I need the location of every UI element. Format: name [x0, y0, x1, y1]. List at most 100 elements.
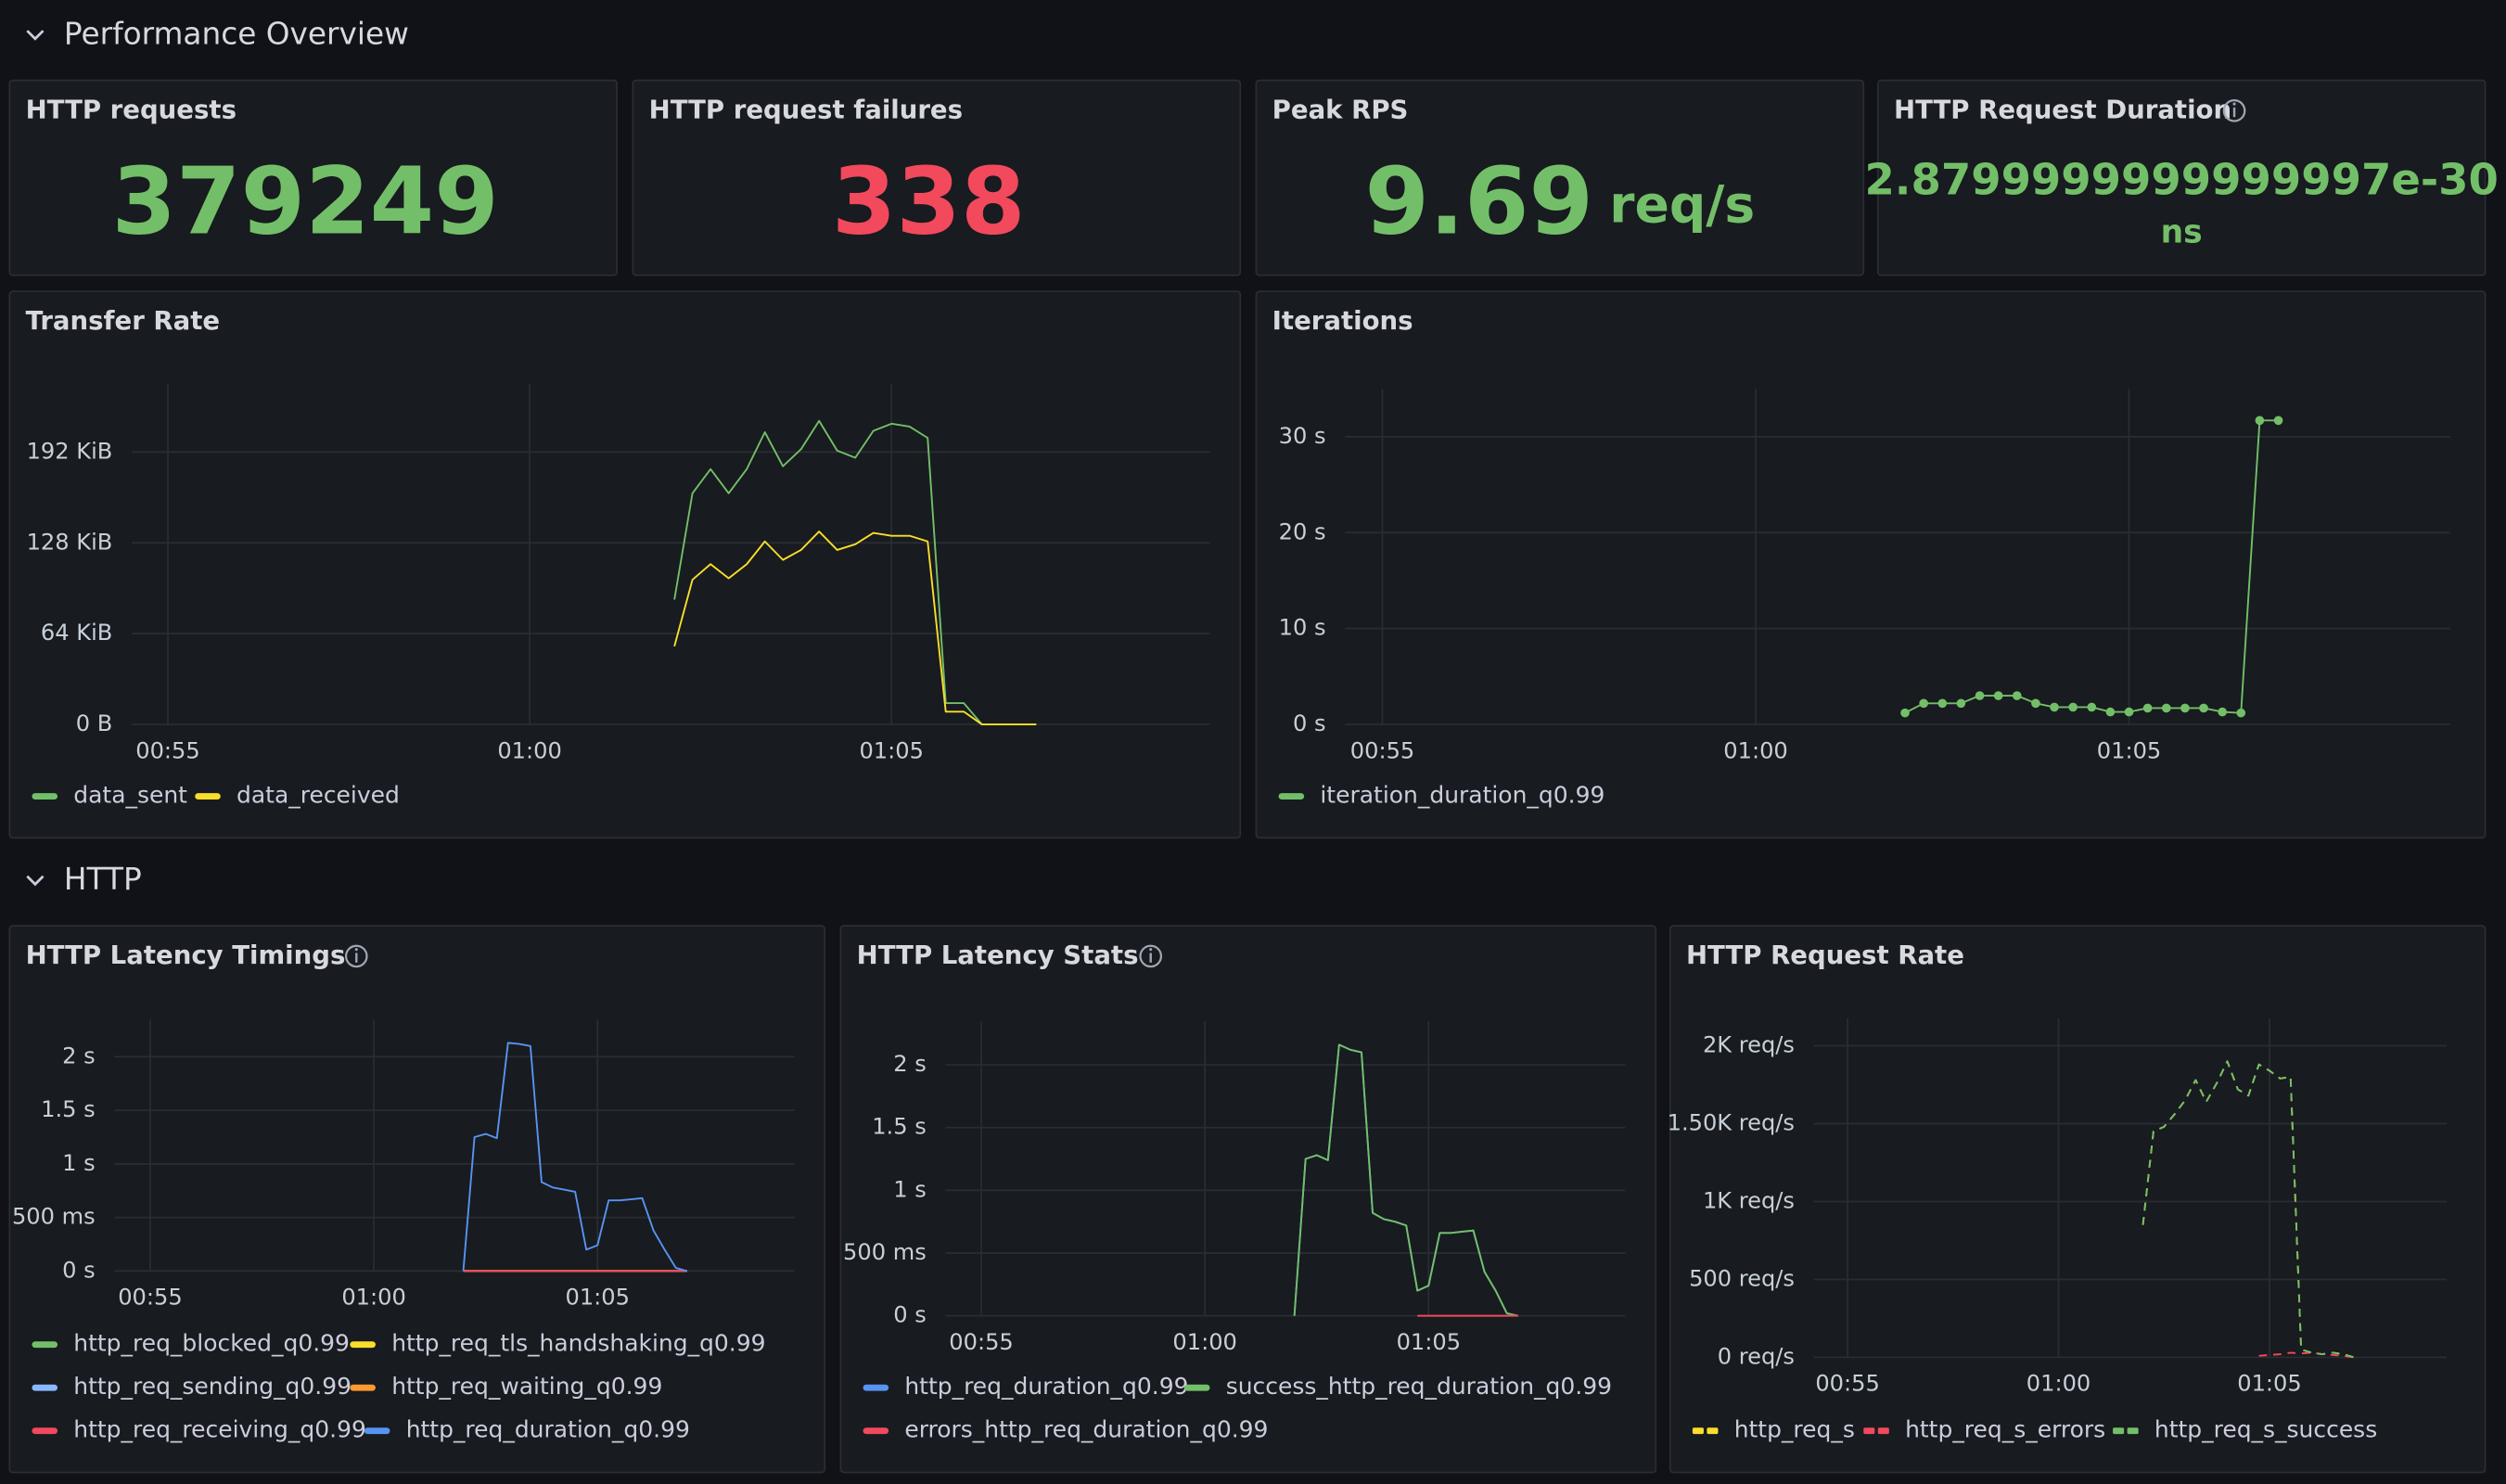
data-point	[2124, 707, 2134, 717]
data-point	[2105, 707, 2116, 717]
series-line	[2142, 1060, 2355, 1359]
data-point	[2273, 416, 2283, 426]
x-tick-label: 01:05	[2237, 1371, 2301, 1397]
stat-panel	[8, 79, 619, 276]
panel-title: Iterations	[1272, 305, 1413, 336]
legend-swatch	[863, 1384, 889, 1391]
x-tick-label: 01:00	[1172, 1329, 1236, 1355]
x-tick-label: 01:05	[859, 737, 923, 763]
x-tick-label: 01:00	[497, 737, 561, 763]
data-point	[2255, 416, 2265, 426]
legend-swatch	[350, 1384, 376, 1391]
legend-label[interactable]: http_req_duration_q0.99	[406, 1416, 690, 1443]
info-icon[interactable]	[344, 944, 368, 968]
panel-title: HTTP Latency Timings	[26, 940, 346, 970]
legend-label[interactable]: http_req_tls_handshaking_q0.99	[391, 1330, 765, 1357]
y-tick-label: 0 s	[893, 1302, 927, 1328]
panel-title: Transfer Rate	[26, 305, 221, 336]
data-point	[1937, 698, 1948, 709]
x-tick-label: 00:55	[1350, 737, 1414, 763]
legend-swatch	[364, 1427, 390, 1435]
chart-panel	[1255, 290, 2487, 839]
legend-label[interactable]: http_req_s_errors	[1905, 1416, 2105, 1443]
x-tick-label: 00:55	[949, 1329, 1013, 1355]
panel-title: HTTP Request Rate	[1686, 940, 1964, 970]
y-tick-label: 2K req/s	[1703, 1032, 1795, 1058]
x-tick-label: 00:55	[118, 1285, 182, 1311]
y-tick-label: 0 B	[76, 710, 113, 736]
stat-panel	[632, 79, 1242, 276]
panel-title: HTTP Request Duration	[1894, 94, 2231, 124]
data-point	[1919, 698, 1928, 709]
legend-swatch	[2127, 1427, 2139, 1435]
section-title[interactable]: HTTP	[64, 862, 142, 897]
legend-label[interactable]: errors_http_req_duration_q0.99	[904, 1416, 1268, 1443]
stat-value-text: 9.69 req/s	[1364, 147, 1755, 256]
stat-value-text: 338	[832, 147, 1026, 256]
legend-swatch	[1278, 793, 1305, 800]
legend-label[interactable]: data_sent	[73, 782, 187, 809]
panels: HTTP requests 379249 HTTP request failures…	[8, 79, 2499, 1474]
y-tick-label: 1.5 s	[872, 1114, 927, 1140]
y-tick-label: 64 KiB	[41, 620, 112, 646]
data-point	[2031, 698, 2040, 709]
x-tick-label: 01:00	[1723, 737, 1787, 763]
y-tick-label: 1 s	[62, 1150, 96, 1176]
y-tick-label: 500 ms	[12, 1204, 96, 1230]
y-tick-label: 20 s	[1279, 518, 1326, 544]
stat-unit: req/s	[1609, 176, 1755, 236]
panel-title: HTTP Latency Stats	[857, 940, 1139, 970]
stat-value-text: 379249	[112, 147, 499, 256]
data-point	[2161, 703, 2171, 713]
data-point	[1956, 698, 1966, 709]
legend-label[interactable]: success_http_req_duration_q0.99	[1226, 1373, 1612, 1400]
data-point	[1975, 691, 1985, 700]
stat-panel	[1255, 79, 1865, 276]
legend-label[interactable]: data_received	[237, 782, 400, 809]
stat-value: 379249	[112, 147, 499, 256]
x-tick-label: 00:55	[1815, 1371, 1879, 1397]
legend-label[interactable]: http_req_s_success	[2154, 1416, 2377, 1443]
section-title[interactable]: Performance Overview	[64, 16, 409, 51]
info-icon[interactable]	[1139, 944, 1163, 968]
legend-swatch	[32, 793, 58, 800]
y-tick-label: 0 s	[1293, 710, 1326, 736]
data-point	[2068, 702, 2078, 712]
info-icon[interactable]	[2222, 99, 2246, 122]
x-tick-label: 01:05	[2097, 737, 2161, 763]
stat-value: 9.69	[1364, 147, 1593, 256]
legend-label[interactable]: http_req_duration_q0.99	[904, 1373, 1188, 1400]
y-tick-label: 10 s	[1279, 615, 1326, 641]
data-point	[2199, 703, 2208, 713]
legend-label[interactable]: http_req_sending_q0.99	[73, 1373, 352, 1400]
legend-label[interactable]: http_req_blocked_q0.99	[73, 1330, 350, 1357]
chart-panel	[839, 925, 1657, 1474]
legend-label[interactable]: http_req_receiving_q0.99	[73, 1416, 366, 1443]
collapse-chevron[interactable]	[26, 875, 45, 887]
series-line	[462, 1042, 687, 1273]
y-tick-label: 2 s	[62, 1043, 96, 1068]
stat-panel	[1876, 79, 2487, 276]
data-point	[2218, 707, 2227, 717]
legend-swatch	[1877, 1427, 1889, 1435]
stat-value: 338	[832, 147, 1026, 256]
legend-label[interactable]: iteration_duration_q0.99	[1320, 782, 1605, 809]
legend-swatch	[1183, 1384, 1210, 1391]
legend-swatch	[32, 1384, 58, 1391]
data-point	[2180, 703, 2190, 713]
data-point	[2050, 702, 2059, 712]
data-point	[2012, 691, 2022, 700]
collapse-chevron[interactable]	[26, 30, 45, 41]
legend-swatch	[32, 1427, 58, 1435]
x-tick-label: 01:00	[2027, 1371, 2090, 1397]
legend-swatch	[2113, 1427, 2125, 1435]
legend-label[interactable]: http_req_s	[1734, 1416, 1855, 1443]
panel-title: HTTP request failures	[649, 94, 963, 124]
legend-label[interactable]: http_req_waiting_q0.99	[391, 1373, 662, 1400]
y-tick-label: 128 KiB	[27, 529, 113, 555]
legend-swatch	[863, 1427, 889, 1435]
y-tick-label: 192 KiB	[27, 438, 113, 464]
data-point	[2087, 702, 2097, 712]
legend-swatch	[32, 1341, 58, 1349]
